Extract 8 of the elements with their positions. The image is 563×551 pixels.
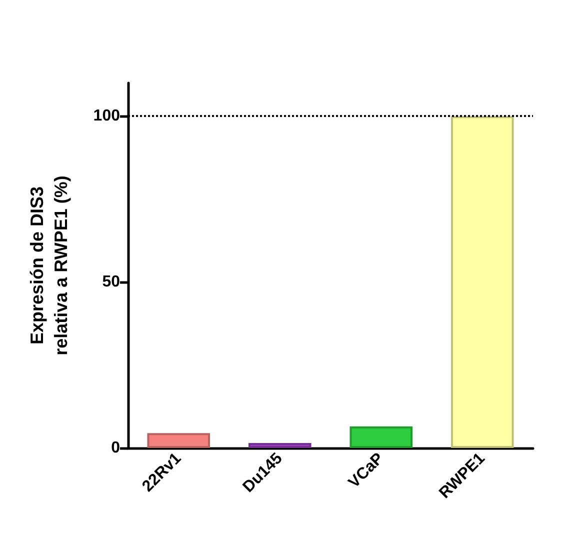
y-axis-title: Expresión de DIS3 relativa a RWPE1 (%) [27,176,71,356]
y-tick-label: 100 [93,108,120,125]
y-tick-label: 0 [111,440,120,456]
bar [147,433,210,448]
bar [450,116,514,448]
bar [350,426,413,448]
bar [248,443,312,448]
y-tick-label: 50 [102,274,120,291]
